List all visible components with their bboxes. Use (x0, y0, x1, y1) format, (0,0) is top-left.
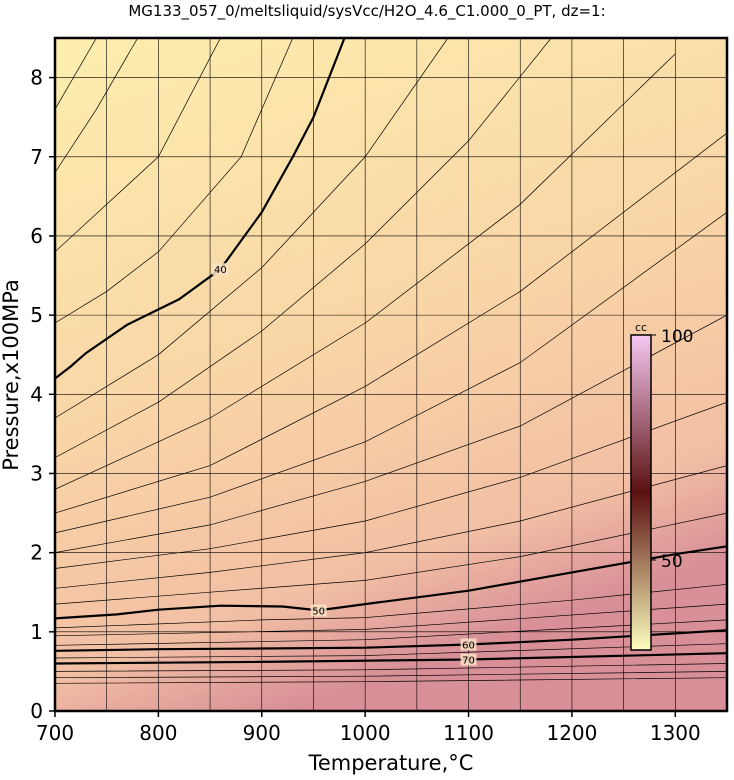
contour-line (55, 132, 727, 514)
contour-label: 70 (462, 656, 475, 667)
contour-label: 50 (312, 606, 325, 617)
contour-line (55, 671, 727, 679)
colorbar (630, 334, 652, 651)
contour-label-bg (310, 604, 327, 617)
contour-line (55, 619, 727, 646)
x-tick-label: 1000 (340, 721, 391, 745)
contour-label: 60 (462, 640, 475, 651)
contour-line (55, 314, 727, 553)
contour-line (55, 38, 139, 173)
contour-line (55, 603, 727, 637)
contour-line (55, 583, 727, 629)
contour-label-bg (460, 638, 477, 651)
x-tick-label: 800 (139, 721, 177, 745)
contour-line (55, 677, 727, 684)
contour-line (55, 465, 727, 589)
colorbar-tick-label: 50 (661, 552, 683, 572)
y-tick-label: 8 (30, 66, 43, 90)
contour-line (55, 652, 727, 665)
colorbar-label: cc (635, 321, 647, 334)
x-tick-label: 1200 (546, 721, 597, 745)
contour-line (55, 38, 294, 324)
x-axis-label: Temperature,°C (308, 751, 474, 775)
contour-line (55, 53, 676, 490)
y-tick-label: 2 (30, 541, 43, 565)
x-tick-label: 900 (243, 721, 281, 745)
contour-line (55, 38, 552, 458)
contour-line (55, 643, 727, 659)
y-tick-label: 5 (30, 303, 43, 327)
x-tick-label: 1100 (443, 721, 494, 745)
y-tick-label: 6 (30, 224, 43, 248)
contour-line (55, 38, 449, 419)
y-tick-label: 7 (30, 145, 43, 169)
contour-line (55, 401, 727, 569)
contour-line (55, 38, 346, 380)
contour-line (55, 38, 221, 253)
contour-line (55, 38, 97, 110)
contour-label: 40 (214, 265, 227, 276)
y-tick-label: 4 (30, 382, 43, 406)
y-tick-label: 3 (30, 461, 43, 485)
contour-line (55, 629, 727, 652)
x-tick-label: 1300 (650, 721, 701, 745)
contour-line (55, 663, 727, 672)
colorbar-tick-label: 100 (661, 327, 693, 347)
contour-line (55, 211, 727, 534)
x-tick-label: 700 (36, 721, 74, 745)
chart-title: MG133_057_0/meltsliquid/sysVcc/H2O_4.6_C… (128, 2, 605, 21)
contour-line (55, 512, 727, 605)
plot-frame (53, 36, 729, 713)
y-tick-label: 1 (30, 620, 43, 644)
contour-label-bg (212, 263, 229, 276)
y-tick-label: 0 (30, 699, 43, 723)
y-axis-label: Pressure,x100MPa (0, 279, 23, 471)
contour-label-bg (460, 653, 477, 666)
plot-background (55, 38, 727, 711)
